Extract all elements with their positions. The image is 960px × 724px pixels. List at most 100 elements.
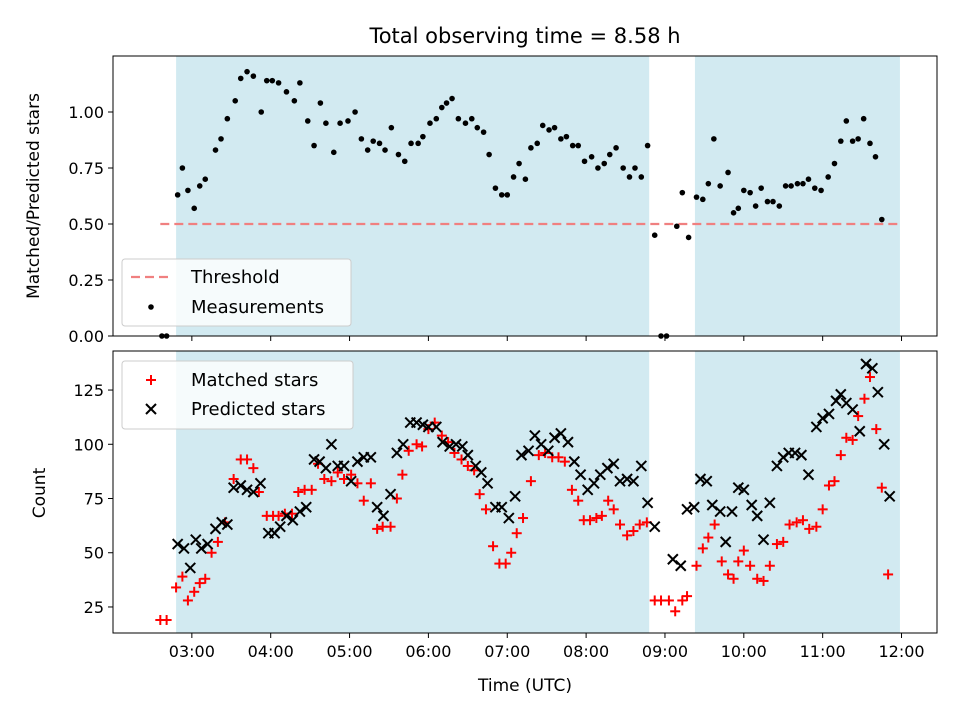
matched-point: [518, 513, 529, 524]
measurement-point: [601, 160, 608, 167]
predicted-point: [542, 445, 554, 457]
measurement-point: [263, 77, 270, 84]
legend-threshold-label: Threshold: [190, 267, 280, 288]
measurement-point: [764, 198, 771, 205]
predicted-point: [397, 438, 409, 450]
measurement-point: [794, 180, 801, 187]
top-legend: Threshold Measurements: [121, 258, 352, 327]
measurement-point: [855, 136, 861, 142]
matched-point: [703, 532, 714, 543]
measurement-point: [725, 169, 731, 176]
matched-point: [841, 432, 852, 443]
matched-point: [682, 591, 693, 602]
measurement-point: [244, 68, 250, 75]
matched-point: [771, 539, 782, 550]
y-tick-label: 75: [84, 490, 104, 509]
matched-point: [608, 504, 619, 515]
matched-point: [182, 595, 193, 606]
y-tick-label: 0.25: [68, 271, 104, 290]
measurement-point: [504, 192, 511, 198]
matched-point: [677, 595, 688, 606]
measurement-point: [581, 158, 588, 165]
measurement-point: [849, 138, 856, 144]
predicted-point: [456, 440, 469, 453]
matched-point: [591, 513, 602, 524]
measurement-point: [867, 140, 873, 147]
predicted-point: [522, 445, 535, 457]
matched-point: [573, 495, 584, 506]
legend-matched-label: Matched stars: [191, 370, 318, 391]
legend-predicted-marker: [145, 403, 157, 415]
predicted-point: [377, 510, 390, 522]
matched-point: [177, 571, 188, 582]
predicted-point: [641, 497, 654, 509]
matched-point: [723, 569, 734, 580]
y-tick-label: 50: [84, 544, 104, 563]
predicted-point: [738, 484, 750, 496]
predicted-point: [430, 421, 442, 433]
matched-point: [876, 482, 887, 493]
top-panel: 0.00 0.25 0.50 0.75 1.00 Matched/Predicted s…: [24, 55, 938, 346]
measurement-point: [486, 151, 492, 158]
measurement-point: [401, 158, 408, 165]
matched-point: [829, 476, 840, 487]
top-legend-box: [121, 258, 352, 327]
bottom-panel: 25 50 75 100 125 03:00 04:00 05:00 06:00 07:00 08…: [30, 350, 938, 696]
measurement-point: [741, 187, 747, 194]
matched-point: [332, 467, 343, 478]
measurement-point: [212, 147, 219, 153]
predicted-point: [795, 449, 808, 461]
measurement-point: [546, 127, 552, 133]
matched-point: [273, 510, 284, 521]
top-axes-frame: [112, 55, 938, 337]
matched-point: [738, 545, 749, 556]
predicted-point: [503, 512, 515, 524]
x-tick-label: 08:00: [563, 642, 609, 661]
measurement-point: [196, 183, 203, 189]
measurement-point: [498, 192, 505, 198]
measurement-point: [427, 120, 433, 126]
measurement-point: [626, 174, 633, 180]
predicted-point: [345, 475, 357, 487]
measurement-point: [693, 194, 700, 200]
matched-point: [585, 515, 596, 526]
matched-point: [791, 517, 802, 528]
measurement-point: [232, 98, 239, 104]
measurement-point: [224, 115, 231, 122]
bottom-axes-frame: [112, 350, 938, 634]
matched-point: [358, 495, 369, 506]
measurement-point: [388, 124, 395, 131]
predicted-point: [247, 486, 260, 498]
measurement-point: [185, 187, 191, 194]
matched-point: [533, 450, 544, 461]
measurement-point: [705, 180, 712, 187]
predicted-point: [280, 510, 293, 522]
predicted-point: [823, 408, 835, 420]
predicted-point: [860, 358, 872, 370]
measurement-point: [449, 95, 455, 102]
matched-point: [372, 523, 383, 534]
predicted-point: [235, 479, 247, 492]
measurement-point: [752, 203, 759, 209]
x-tick-label: 11:00: [800, 642, 846, 661]
bottom-x-ticks: 03:00 04:00 05:00 06:00 07:00 08:00 09:00 10:00…: [169, 633, 925, 661]
matched-point: [811, 521, 822, 532]
measurement-point: [717, 183, 723, 189]
matched-point: [670, 606, 681, 617]
measurement-point: [831, 160, 838, 167]
measurement-point: [382, 147, 388, 153]
predicted-point: [325, 438, 338, 450]
top-y-axis-label: Matched/Predicted stars: [24, 93, 44, 299]
measurement-point: [297, 80, 303, 86]
measurement-point: [528, 145, 534, 151]
matched-point: [634, 519, 645, 530]
x-tick-label: 07:00: [484, 642, 530, 661]
measurement-point: [563, 133, 570, 140]
matched-point: [622, 530, 633, 541]
matched-point: [212, 536, 223, 547]
matched-point: [346, 469, 357, 480]
predicted-point: [574, 468, 587, 481]
matched-point: [615, 519, 626, 530]
predicted-point: [866, 362, 879, 375]
